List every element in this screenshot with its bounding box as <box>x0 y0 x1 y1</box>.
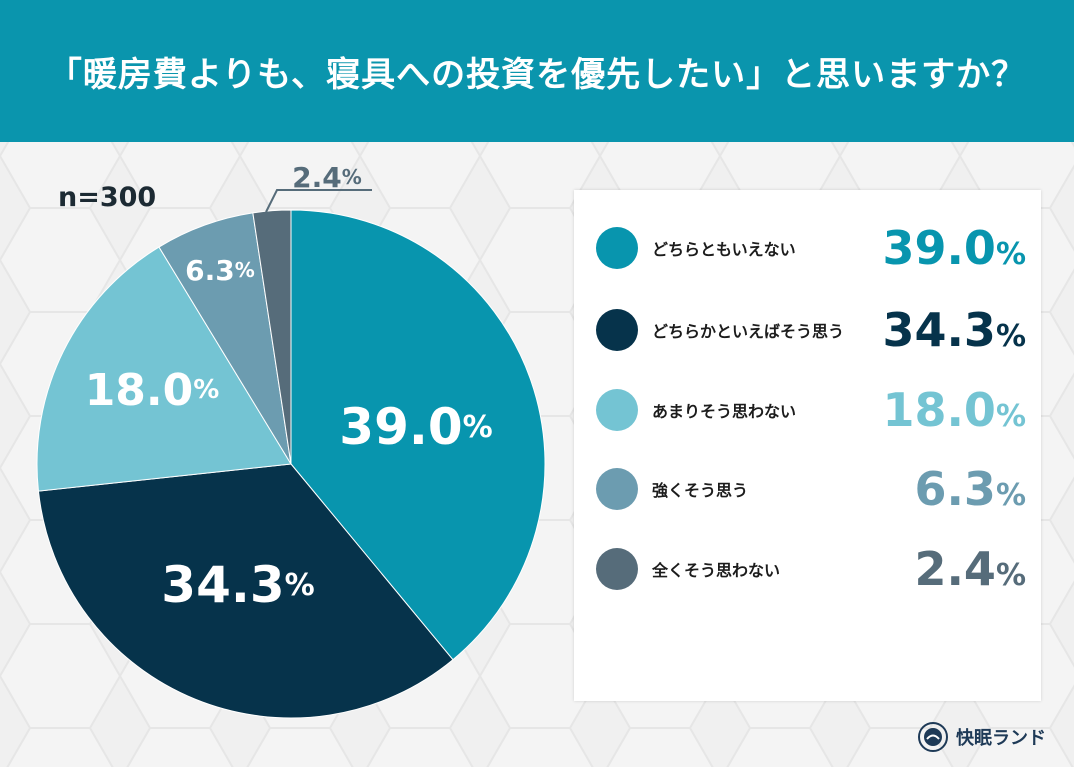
pie-chart: 39.0% 34.3% 18.0% 6.3% 2.4% <box>36 161 546 719</box>
legend-value: 6.3% <box>914 462 1026 516</box>
pie-slice <box>290 209 546 661</box>
data-label: 6.3% <box>185 254 255 287</box>
legend-item: あまりそう思わない 18.0% <box>596 378 1026 442</box>
header-banner: 「暖房費よりも、寝具への投資を優先したい」と思いますか？ <box>0 0 1074 142</box>
legend-value: 2.4% <box>914 542 1026 596</box>
legend-item: どちらともいえない 39.0% <box>596 216 1026 280</box>
legend-panel: どちらともいえない 39.0% どちらかといえばそう思う 34.3% あまりそう… <box>574 190 1041 701</box>
data-label: 34.3% <box>161 556 314 614</box>
sample-size: n=300 <box>58 182 157 213</box>
legend-label: 全くそう思わない <box>652 561 781 580</box>
page-title: 「暖房費よりも、寝具への投資を優先したい」と思いますか？ <box>47 54 1027 95</box>
legend-label: どちらともいえない <box>652 240 796 259</box>
pie-slice <box>37 463 454 719</box>
leader-line <box>265 189 372 213</box>
legend-swatch <box>596 389 638 431</box>
legend-label: 強くそう思う <box>652 481 749 500</box>
data-label: 2.4% <box>292 161 362 194</box>
legend-value: 34.3% <box>882 303 1026 357</box>
pie-slice <box>252 209 292 465</box>
legend-swatch <box>596 309 638 351</box>
pie-slice <box>36 246 292 492</box>
legend-swatch <box>596 548 638 590</box>
legend-label: あまりそう思わない <box>652 402 797 421</box>
data-label: 39.0% <box>339 398 492 456</box>
legend-item: 強くそう思う 6.3% <box>596 457 1026 521</box>
brand-logo: 快眠ランド <box>918 722 1046 752</box>
pillow-icon <box>918 722 948 752</box>
legend-value: 18.0% <box>882 383 1026 437</box>
brand-name: 快眠ランド <box>956 728 1046 749</box>
legend-item: どちらかといえばそう思う 34.3% <box>596 298 1026 362</box>
legend-item: 全くそう思わない 2.4% <box>596 537 1026 601</box>
data-label: 18.0% <box>85 365 220 416</box>
legend-swatch <box>596 227 638 269</box>
legend-value: 39.0% <box>882 221 1026 275</box>
legend-label: どちらかといえばそう思う <box>652 322 845 341</box>
legend-swatch <box>596 468 638 510</box>
